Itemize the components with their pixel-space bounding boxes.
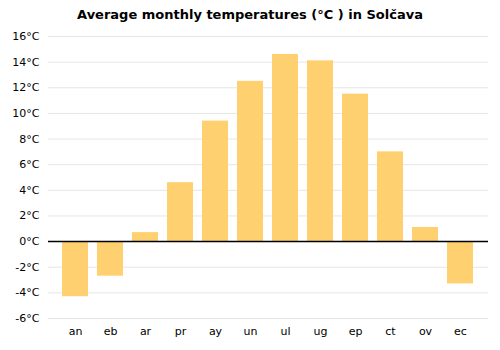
svg-text:ul: ul [280, 325, 290, 338]
html-text:Average monthly temperatures (: Average monthly temperatures (°C ) in So… [77, 7, 423, 22]
svg-text:14°C: 14°C [12, 56, 39, 69]
svg-text:16°C: 16°C [12, 30, 39, 43]
svg-text:ec: ec [454, 325, 467, 338]
svg-text:4°C: 4°C [19, 184, 39, 197]
svg-text:-6°C: -6°C [15, 312, 39, 325]
svg-text:2°C: 2°C [19, 209, 39, 222]
svg-text:ov: ov [419, 325, 433, 338]
svg-text:0°C: 0°C [19, 235, 39, 248]
svg-text:12°C: 12°C [12, 81, 39, 94]
svg-text:un: un [244, 325, 258, 338]
svg-text:eb: eb [104, 325, 118, 338]
svg-text:8°C: 8°C [19, 133, 39, 146]
svg-text:-4°C: -4°C [15, 286, 39, 299]
svg-text:-2°C: -2°C [15, 261, 39, 274]
svg-text:ep: ep [349, 325, 363, 338]
svg-text:an: an [69, 325, 83, 338]
svg-text:ct: ct [385, 325, 396, 338]
svg-text:ay: ay [209, 325, 223, 338]
svg-text:ug: ug [314, 325, 328, 338]
svg-text:ar: ar [140, 325, 152, 338]
svg-text:10°C: 10°C [12, 107, 39, 120]
svg-text:pr: pr [175, 325, 187, 338]
svg-text:6°C: 6°C [19, 158, 39, 171]
